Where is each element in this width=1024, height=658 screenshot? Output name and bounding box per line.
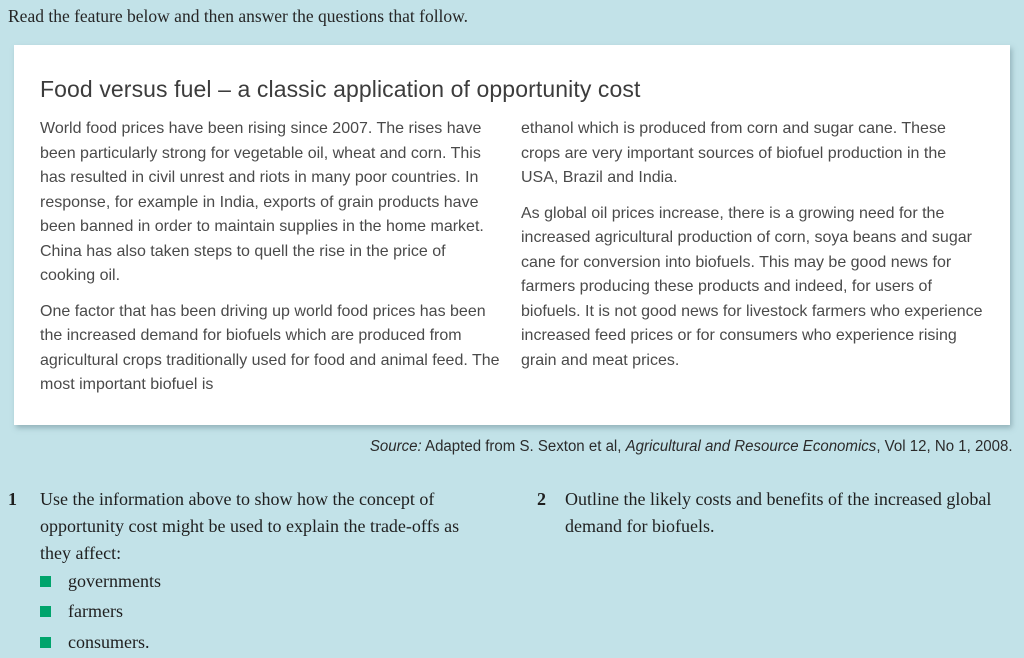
bullet-item: farmers bbox=[40, 597, 161, 628]
bullet-label: consumers. bbox=[68, 631, 150, 652]
question-2-text: Outline the likely costs and benefits of… bbox=[565, 489, 992, 536]
question-2-number: 2 bbox=[537, 489, 546, 509]
question-1-bullet-list: governments farmers consumers. bbox=[40, 566, 161, 658]
source-text-after: , Vol 12, No 1, 2008. bbox=[876, 438, 1013, 455]
question-1-number: 1 bbox=[8, 489, 17, 509]
square-bullet-icon bbox=[40, 575, 51, 587]
question-1-text: Use the information above to show how th… bbox=[40, 489, 460, 563]
bullet-item: consumers. bbox=[40, 627, 161, 658]
bullet-label: farmers bbox=[68, 601, 123, 622]
source-text-before: Adapted from S. Sexton et al, bbox=[422, 438, 627, 455]
feature-title: Food versus fuel – a classic application… bbox=[40, 76, 641, 102]
feature-column-left: World food prices have been rising since… bbox=[40, 117, 503, 398]
feature-column-right: ethanol which is produced from corn and … bbox=[521, 117, 984, 398]
paragraph-right-2: As global oil prices increase, there is … bbox=[521, 204, 983, 369]
square-bullet-icon bbox=[40, 636, 51, 648]
bullet-item: governments bbox=[40, 566, 161, 597]
source-citation: Source: Adapted from S. Sexton et al, Ag… bbox=[370, 438, 1013, 456]
paragraph-left-2: One factor that has been driving up worl… bbox=[40, 302, 500, 394]
source-journal-title: Agricultural and Resource Economics bbox=[626, 438, 877, 455]
feature-body: World food prices have been rising since… bbox=[40, 117, 984, 398]
square-bullet-icon bbox=[40, 606, 51, 618]
paragraph-right-1: ethanol which is produced from corn and … bbox=[521, 120, 947, 186]
bullet-label: governments bbox=[68, 570, 161, 591]
source-label: Source: bbox=[370, 438, 423, 455]
instruction-text: Read the feature below and then answer t… bbox=[8, 6, 469, 26]
feature-card: Food versus fuel – a classic application… bbox=[14, 45, 1010, 425]
paragraph-left-1: World food prices have been rising since… bbox=[40, 120, 484, 284]
